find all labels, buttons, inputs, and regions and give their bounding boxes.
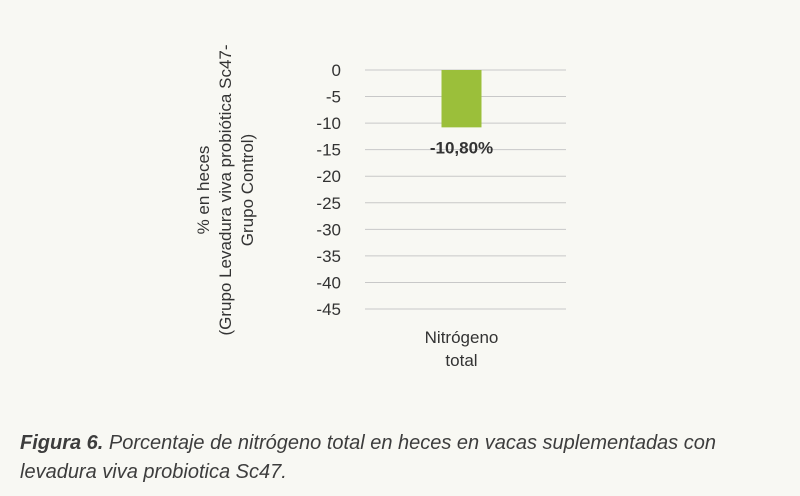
y-tick-label: -20 (316, 167, 341, 186)
y-tick-label: -10 (316, 114, 341, 133)
data-labels: -10,80% (430, 138, 493, 157)
y-tick-label: 0 (332, 61, 341, 80)
y-tick-label: -45 (316, 300, 341, 319)
y-tick-label: -35 (316, 247, 341, 266)
y-tick-label: -15 (316, 141, 341, 160)
y-tick-label: -40 (316, 273, 341, 292)
y-tick-label: -5 (326, 88, 341, 107)
data-label: -10,80% (430, 138, 493, 157)
figure-caption: Figura 6. Porcentaje de nitrógeno total … (20, 429, 790, 487)
caption-text: Porcentaje de nitrógeno total en heces e… (20, 432, 716, 483)
x-axis-categories: Nitrógeno total (425, 328, 499, 370)
y-axis-title: % en heces (Grupo Levadura viva probiótic… (194, 44, 257, 335)
bar-chart: 0 -5 -10 -15 -20 -25 -30 -35 -40 -45 -10,80% Nitr… (194, 44, 566, 370)
caption-label: Figura 6. (20, 432, 104, 454)
y-axis-ticks: 0 -5 -10 -15 -20 -25 -30 -35 -40 -45 (316, 61, 341, 319)
y-tick-label: -30 (316, 220, 341, 239)
bar (441, 70, 482, 128)
gridlines (365, 69, 566, 310)
y-tick-label: -25 (316, 194, 341, 213)
bars (441, 70, 482, 128)
x-category-label: Nitrógeno total (425, 328, 499, 370)
